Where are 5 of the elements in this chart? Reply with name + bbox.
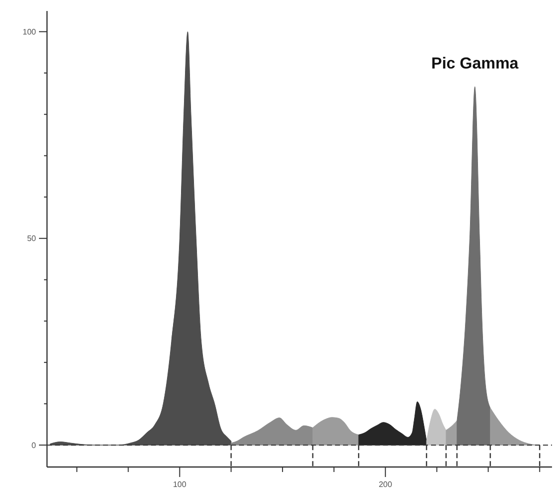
- annotation: Pic Gamma: [431, 56, 519, 73]
- x-tick-label: 200: [378, 480, 393, 489]
- y-tick-label: 50: [27, 234, 37, 244]
- y-tick-label: 100: [22, 27, 37, 36]
- y-tick-label: 0: [32, 440, 37, 450]
